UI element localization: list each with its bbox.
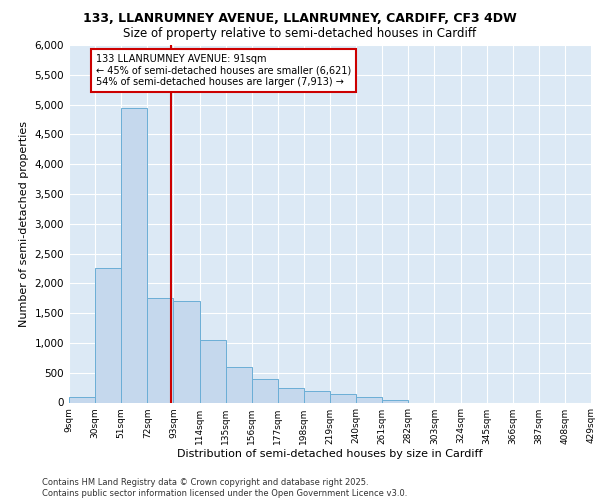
Bar (173, 301, 199, 402)
Bar (69, 396, 95, 402)
Bar (199, 340, 226, 402)
Bar (330, 394, 356, 402)
Bar (95, 268, 121, 402)
Bar (121, 108, 148, 403)
Text: 133, LLANRUMNEY AVENUE, LLANRUMNEY, CARDIFF, CF3 4DW: 133, LLANRUMNEY AVENUE, LLANRUMNEY, CARD… (83, 12, 517, 26)
X-axis label: Distribution of semi-detached houses by size in Cardiff: Distribution of semi-detached houses by … (177, 450, 483, 460)
Text: Size of property relative to semi-detached houses in Cardiff: Size of property relative to semi-detach… (124, 28, 476, 40)
Y-axis label: Number of semi-detached properties: Number of semi-detached properties (19, 120, 29, 327)
Text: Contains HM Land Registry data © Crown copyright and database right 2025.
Contai: Contains HM Land Registry data © Crown c… (42, 478, 407, 498)
Text: 133 LLANRUMNEY AVENUE: 91sqm
← 45% of semi-detached houses are smaller (6,621)
5: 133 LLANRUMNEY AVENUE: 91sqm ← 45% of se… (97, 54, 352, 87)
Bar (278, 388, 304, 402)
Bar (304, 390, 330, 402)
Bar (252, 378, 278, 402)
Bar (356, 396, 382, 402)
Bar (148, 298, 173, 403)
Bar (382, 400, 409, 402)
Bar (226, 367, 252, 402)
